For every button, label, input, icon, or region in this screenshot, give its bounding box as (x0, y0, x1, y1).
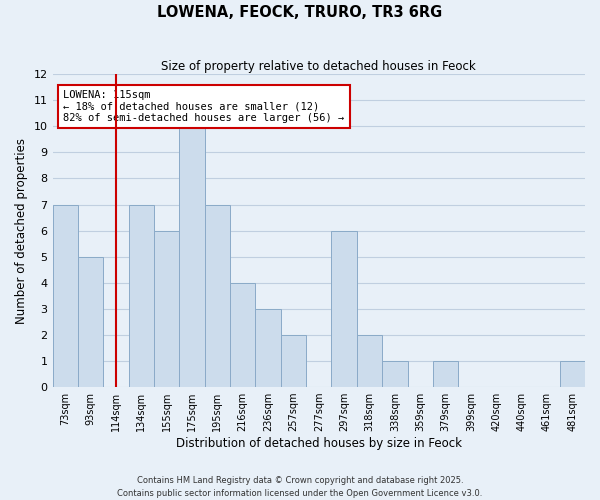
Text: LOWENA, FEOCK, TRURO, TR3 6RG: LOWENA, FEOCK, TRURO, TR3 6RG (157, 5, 443, 20)
Bar (256, 309, 281, 387)
Bar (560, 361, 585, 387)
Bar (331, 230, 357, 387)
Bar (230, 283, 256, 387)
Bar (128, 204, 154, 387)
Text: Contains HM Land Registry data © Crown copyright and database right 2025.
Contai: Contains HM Land Registry data © Crown c… (118, 476, 482, 498)
Bar (78, 256, 103, 387)
Title: Size of property relative to detached houses in Feock: Size of property relative to detached ho… (161, 60, 476, 73)
Bar (179, 126, 205, 387)
Bar (53, 204, 78, 387)
Bar (205, 204, 230, 387)
X-axis label: Distribution of detached houses by size in Feock: Distribution of detached houses by size … (176, 437, 462, 450)
Bar (433, 361, 458, 387)
Bar (154, 230, 179, 387)
Bar (281, 335, 306, 387)
Bar (357, 335, 382, 387)
Text: LOWENA: 115sqm
← 18% of detached houses are smaller (12)
82% of semi-detached ho: LOWENA: 115sqm ← 18% of detached houses … (63, 90, 344, 123)
Bar (382, 361, 407, 387)
Y-axis label: Number of detached properties: Number of detached properties (15, 138, 28, 324)
